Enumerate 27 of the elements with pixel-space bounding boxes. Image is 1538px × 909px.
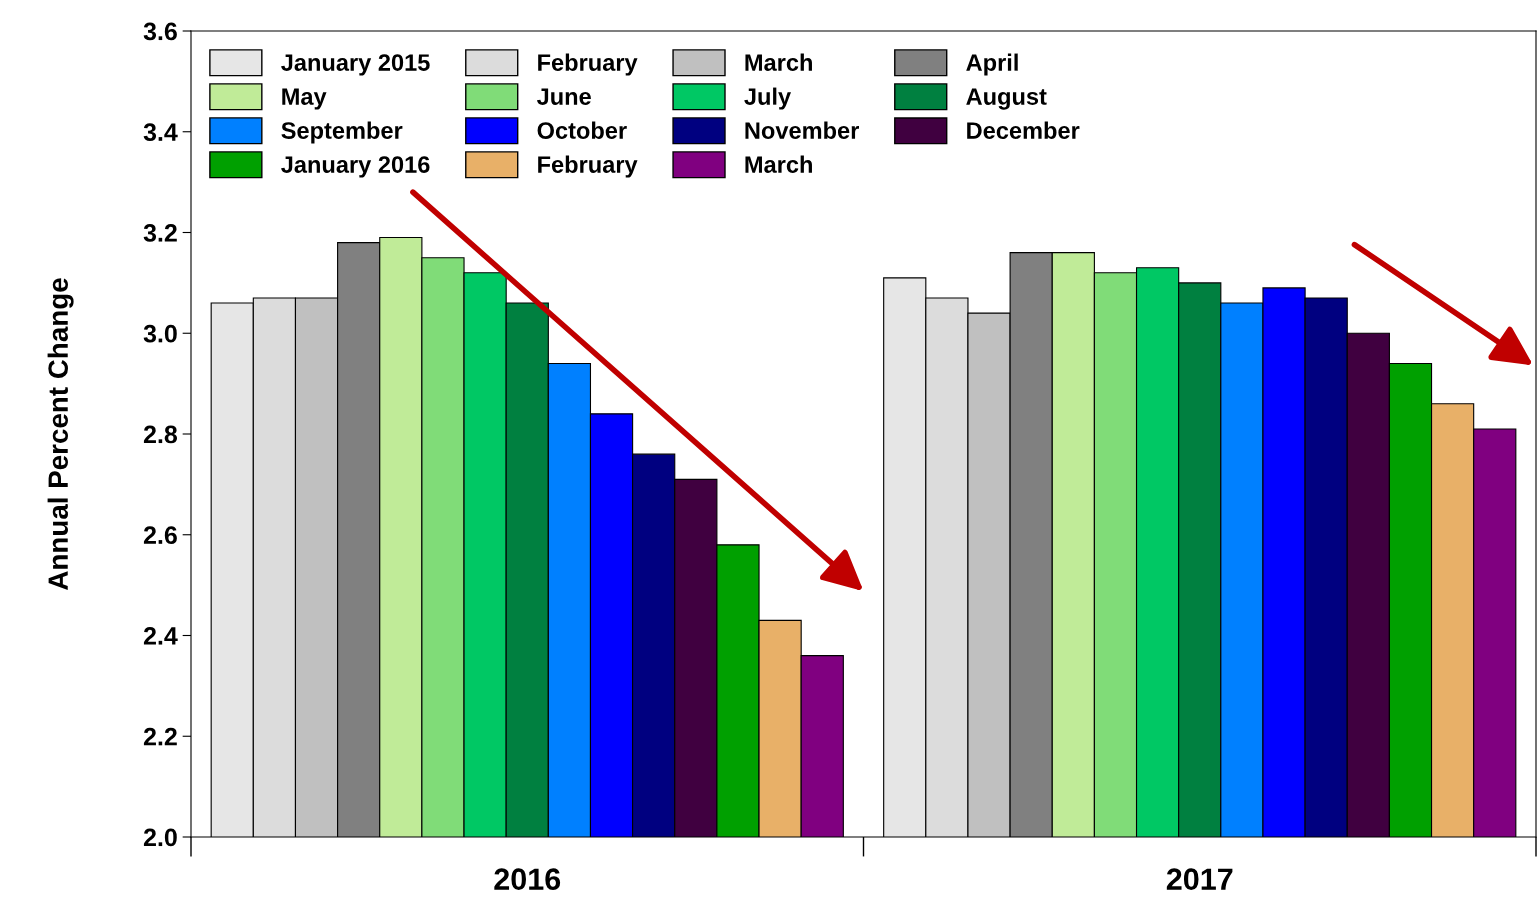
y-tick-label: 2.2 <box>143 727 177 746</box>
y-tick-label: 3.0 <box>143 324 177 343</box>
legend-label: January 2016 <box>281 156 430 178</box>
y-tick-label: 3.4 <box>143 123 178 142</box>
legend-label: April <box>966 53 1018 76</box>
x-tick-label: 2016 <box>494 868 561 890</box>
legend-label: May <box>282 88 327 110</box>
legend-label: August <box>966 88 1047 110</box>
legend-label: December <box>967 121 1080 139</box>
legend-label: November <box>745 121 859 139</box>
legend-label: July <box>744 87 792 110</box>
y-tick-label: 3.2 <box>143 224 177 242</box>
legend-label: January 2015 <box>281 54 430 76</box>
x-tick-label: 2017 <box>1166 868 1233 890</box>
y-tick-label: 2.0 <box>143 828 177 847</box>
y-tick-label: 3.6 <box>143 22 177 41</box>
legend-label: February <box>538 53 638 76</box>
legend-label: October <box>537 121 627 139</box>
y-tick-label: 2.6 <box>143 526 177 545</box>
y-tick-label: 2.8 <box>143 425 178 444</box>
legend-label: February <box>538 155 638 178</box>
legend-label: March <box>745 155 812 173</box>
legend-label: March <box>745 53 812 71</box>
y-tick-label: 2.4 <box>143 627 178 645</box>
y-axis-title: Annual Percent Change <box>47 278 74 590</box>
legend-label: June <box>536 88 591 105</box>
legend-label: September <box>281 121 403 144</box>
